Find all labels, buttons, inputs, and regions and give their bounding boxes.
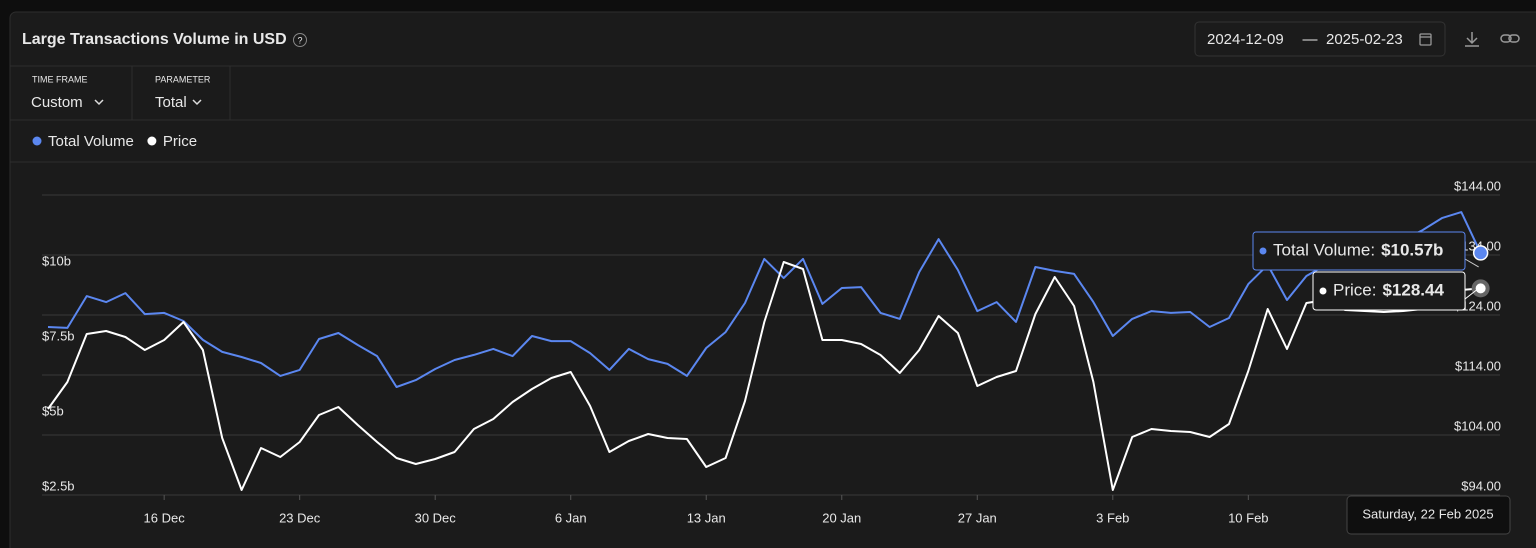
y2-tick-label: $144.00 bbox=[1454, 178, 1501, 193]
tooltip-value: $10.57b bbox=[1381, 240, 1443, 259]
legend-label[interactable]: Price bbox=[163, 133, 197, 150]
y-tick-label: $10b bbox=[42, 253, 71, 268]
tooltip-label: Price: bbox=[1333, 280, 1376, 299]
x-tick-label: 20 Jan bbox=[822, 510, 861, 525]
filter-value[interactable]: Custom bbox=[31, 94, 83, 111]
tooltip-value: $128.44 bbox=[1382, 280, 1444, 299]
tooltip-dot bbox=[1319, 287, 1327, 295]
chevron bbox=[94, 99, 104, 106]
y2-tick-label: $114.00 bbox=[1455, 358, 1501, 373]
filter-label: PARAMETER bbox=[155, 74, 211, 84]
tooltip-label: Total Volume: bbox=[1273, 240, 1375, 259]
x-tick-label: 23 Dec bbox=[279, 510, 321, 525]
y-tick-label: $5b bbox=[42, 403, 64, 418]
hover-point bbox=[1475, 283, 1486, 294]
date-range[interactable] bbox=[1194, 21, 1446, 57]
help-glyph: ? bbox=[297, 35, 302, 45]
legend-label[interactable]: Total Volume bbox=[48, 133, 134, 150]
tooltip: Total Volume: $10.57b bbox=[1252, 231, 1479, 271]
y-tick-label: $7.5b bbox=[42, 328, 75, 343]
x-tick-label: 16 Dec bbox=[144, 510, 186, 525]
tooltip-box bbox=[1252, 231, 1466, 271]
x-tick-label: 3 Feb bbox=[1096, 510, 1129, 525]
hover-point bbox=[1472, 245, 1489, 261]
x-tick-label: 27 Jan bbox=[958, 510, 997, 525]
link-icon[interactable] bbox=[1500, 34, 1520, 43]
download-icon[interactable] bbox=[1465, 32, 1479, 47]
help-icon[interactable] bbox=[293, 33, 307, 47]
tooltip-pointer bbox=[1464, 258, 1479, 268]
y2-tick-label: $94.00 bbox=[1461, 478, 1501, 493]
filter-label: TIME FRAME bbox=[32, 74, 88, 84]
series-line bbox=[47, 211, 1482, 388]
x-tick-label: 10 Feb bbox=[1228, 510, 1268, 525]
y2-tick-label: $104.00 bbox=[1454, 418, 1501, 433]
x-tick-label: 30 Dec bbox=[415, 510, 457, 525]
tooltip-pointer bbox=[1464, 287, 1479, 300]
date-to: 2025-02-23 bbox=[1326, 31, 1403, 48]
date-tooltip-box bbox=[1346, 495, 1511, 535]
tooltip-dot bbox=[1259, 247, 1267, 255]
chart-title: Large Transactions Volume in USD bbox=[22, 31, 287, 48]
calendar-icon bbox=[1419, 33, 1432, 46]
legend-dot bbox=[147, 136, 157, 146]
date-tooltip: Saturday, 22 Feb 2025 bbox=[1362, 506, 1493, 521]
tooltip: Price: $128.44 bbox=[1312, 271, 1479, 311]
series-line bbox=[47, 261, 1481, 491]
tooltip-box bbox=[1312, 271, 1466, 311]
filter-value[interactable]: Total bbox=[155, 94, 187, 111]
y2-tick-label: $124.00 bbox=[1454, 298, 1501, 313]
date-from: 2024-12-09 bbox=[1207, 31, 1284, 48]
x-tick-label: 13 Jan bbox=[687, 510, 726, 525]
legend-dot bbox=[32, 136, 42, 146]
date-separator: — bbox=[1303, 31, 1318, 48]
y-tick-label: $2.5b bbox=[42, 478, 75, 493]
panel bbox=[9, 11, 1536, 548]
chevron bbox=[192, 99, 202, 106]
x-tick-label: 6 Jan bbox=[555, 510, 587, 525]
